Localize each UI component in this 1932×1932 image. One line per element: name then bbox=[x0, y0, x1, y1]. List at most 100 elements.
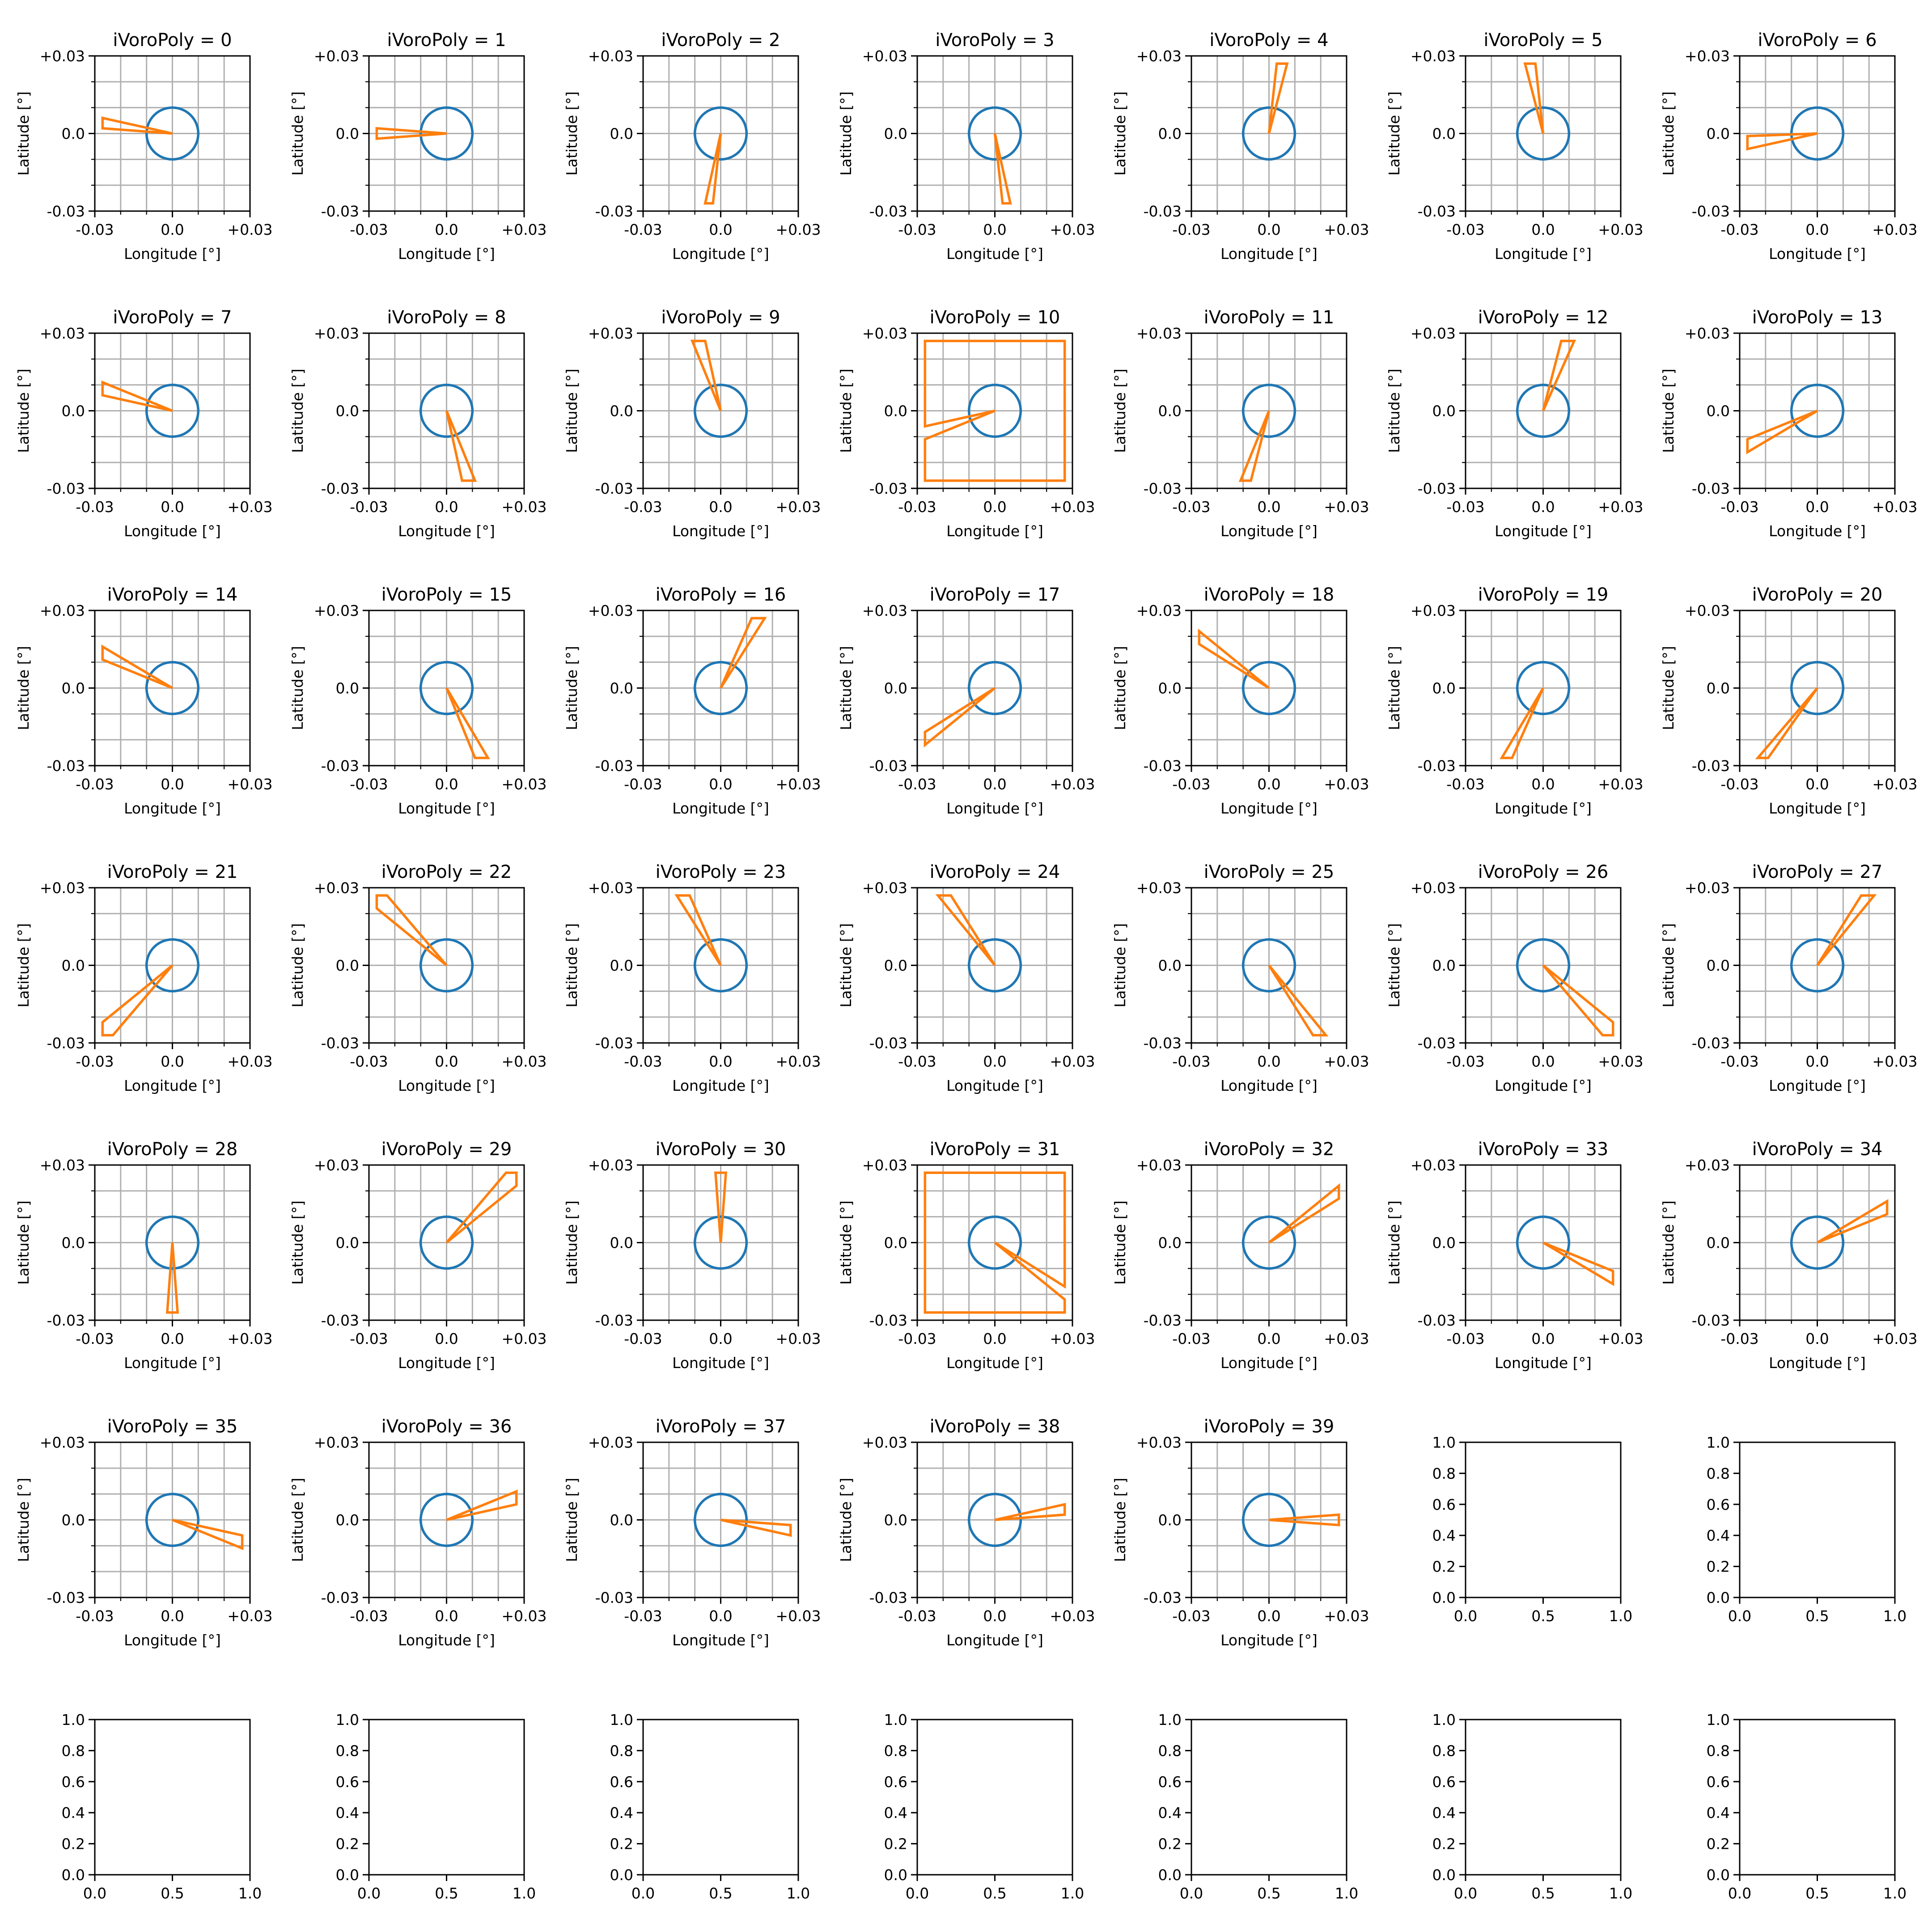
x-tick-label: 0.0 bbox=[161, 221, 184, 238]
y-axis-label: Latitude [°] bbox=[563, 91, 580, 176]
y-axis-label: Latitude [°] bbox=[1385, 923, 1403, 1008]
x-tick-label: 0.0 bbox=[1728, 1607, 1751, 1625]
x-tick-label: -0.03 bbox=[898, 775, 936, 793]
panel-25: -0.03 0.0 +0.03 -0.03 0.0 +0.03 iVoroPoly = 25… bbox=[1111, 862, 1369, 1094]
x-tick-label: 0.0 bbox=[631, 1885, 655, 1902]
circle-marker bbox=[1241, 1215, 1296, 1270]
y-tick-label: 0.4 bbox=[336, 1804, 359, 1822]
voronoi-polygon bbox=[446, 1489, 518, 1521]
y-tick-label: +0.03 bbox=[40, 602, 85, 619]
y-tick-label: 1.0 bbox=[1158, 1711, 1182, 1729]
x-axis-label: Longitude [°] bbox=[946, 800, 1043, 817]
y-tick-label: 0.0 bbox=[610, 680, 633, 697]
x-tick-label: +0.03 bbox=[227, 221, 272, 238]
x-tick-label: +0.03 bbox=[227, 1607, 272, 1625]
panel-8: -0.03 0.0 +0.03 -0.03 0.0 +0.03 iVoroPoly = 8 L… bbox=[289, 307, 547, 540]
y-tick-label: -0.03 bbox=[869, 1312, 907, 1329]
panel-18: -0.03 0.0 +0.03 -0.03 0.0 +0.03 iVoroPoly = 18… bbox=[1111, 585, 1369, 817]
panel-2: -0.03 0.0 +0.03 -0.03 0.0 +0.03 iVoroPoly = 2 L… bbox=[563, 30, 821, 263]
y-axis-label: Latitude [°] bbox=[563, 369, 580, 453]
panel-7: -0.03 0.0 +0.03 -0.03 0.0 +0.03 iVoroPoly = 7 L… bbox=[15, 307, 273, 540]
y-tick-label: +0.03 bbox=[1685, 602, 1730, 619]
y-tick-label: 0.8 bbox=[884, 1742, 907, 1759]
y-tick-label: 1.0 bbox=[884, 1711, 907, 1729]
panel-title: iVoroPoly = 36 bbox=[381, 1416, 512, 1437]
y-tick-label: 0.0 bbox=[62, 957, 85, 974]
y-axis-label: Latitude [°] bbox=[1111, 1478, 1129, 1562]
x-axis-label: Longitude [°] bbox=[946, 1631, 1043, 1649]
y-axis-label: Latitude [°] bbox=[1111, 91, 1129, 176]
y-tick-label: +0.03 bbox=[1411, 1157, 1456, 1174]
y-tick-label: 0.0 bbox=[1432, 1234, 1456, 1252]
panel-title: iVoroPoly = 29 bbox=[381, 1139, 512, 1160]
x-tick-label: -0.03 bbox=[1172, 1607, 1210, 1625]
panel-24: -0.03 0.0 +0.03 -0.03 0.0 +0.03 iVoroPoly = 24… bbox=[837, 862, 1095, 1094]
x-tick-label: 1.0 bbox=[1061, 1885, 1084, 1902]
circle-marker bbox=[145, 1492, 200, 1547]
panel-title: iVoroPoly = 10 bbox=[930, 307, 1060, 328]
axes-frame bbox=[1465, 1441, 1622, 1598]
panel-title: iVoroPoly = 14 bbox=[107, 585, 238, 605]
x-tick-label: 0.0 bbox=[983, 221, 1006, 238]
y-tick-label: +0.03 bbox=[1136, 1434, 1182, 1451]
x-tick-label: -0.03 bbox=[624, 775, 662, 793]
x-axis-label: Longitude [°] bbox=[398, 245, 495, 263]
voronoi-polygon bbox=[719, 617, 767, 689]
axes-frame bbox=[1739, 1719, 1896, 1876]
y-tick-label: 1.0 bbox=[1432, 1434, 1456, 1451]
x-tick-label: -0.03 bbox=[1172, 775, 1210, 793]
y-tick-label: 0.6 bbox=[1432, 1773, 1456, 1791]
y-tick-label: -0.03 bbox=[869, 203, 907, 220]
x-tick-label: +0.03 bbox=[1598, 1330, 1643, 1347]
y-tick-label: 0.0 bbox=[884, 1866, 907, 1884]
x-tick-label: 0.0 bbox=[161, 1607, 184, 1625]
x-tick-label: +0.03 bbox=[775, 1330, 821, 1347]
circle-marker bbox=[145, 1215, 200, 1270]
y-tick-label: +0.03 bbox=[588, 325, 633, 342]
x-tick-label: 0.0 bbox=[1531, 1330, 1555, 1347]
y-axis-label: Latitude [°] bbox=[1111, 369, 1129, 453]
panel-title: iVoroPoly = 8 bbox=[387, 307, 506, 328]
x-tick-label: +0.03 bbox=[775, 498, 821, 516]
x-tick-label: 0.0 bbox=[161, 1053, 184, 1070]
x-axis-label: Longitude [°] bbox=[1495, 522, 1592, 540]
y-tick-label: +0.03 bbox=[1136, 1157, 1182, 1174]
y-tick-label: +0.03 bbox=[1685, 879, 1730, 897]
x-tick-label: +0.03 bbox=[1872, 1330, 1917, 1347]
y-tick-label: 1.0 bbox=[1707, 1711, 1730, 1729]
circle-marker bbox=[693, 106, 748, 161]
x-tick-label: -0.03 bbox=[624, 498, 662, 516]
x-axis-label: Longitude [°] bbox=[946, 1354, 1043, 1372]
x-tick-label: +0.03 bbox=[1050, 221, 1095, 238]
panel-19: -0.03 0.0 +0.03 -0.03 0.0 +0.03 iVoroPoly = 19… bbox=[1385, 585, 1644, 817]
panel-17: -0.03 0.0 +0.03 -0.03 0.0 +0.03 iVoroPoly = 17… bbox=[837, 585, 1095, 817]
empty-axes-4: 0.0 0.5 1.0 0.0 0.2 0.4 0.6 0.8 1.0 bbox=[610, 1711, 810, 1902]
panel-28: -0.03 0.0 +0.03 -0.03 0.0 +0.03 iVoroPoly = 28… bbox=[15, 1139, 273, 1372]
y-axis-label: Latitude [°] bbox=[15, 369, 32, 453]
y-axis-label: Latitude [°] bbox=[1111, 646, 1129, 730]
x-tick-label: 0.0 bbox=[709, 221, 732, 238]
panel-36: -0.03 0.0 +0.03 -0.03 0.0 +0.03 iVoroPoly = 36… bbox=[289, 1416, 547, 1649]
y-tick-label: -0.03 bbox=[595, 1312, 633, 1329]
panel-10: -0.03 0.0 +0.03 -0.03 0.0 +0.03 iVoroPoly = 10… bbox=[837, 307, 1095, 540]
y-tick-label: 0.0 bbox=[1432, 125, 1456, 143]
x-tick-label: 0.0 bbox=[1805, 498, 1829, 516]
x-tick-label: 0.0 bbox=[1257, 1330, 1280, 1347]
y-tick-label: 0.2 bbox=[62, 1835, 85, 1853]
panel-title: iVoroPoly = 18 bbox=[1204, 585, 1335, 605]
voronoi-polygon bbox=[101, 964, 174, 1037]
y-tick-label: -0.03 bbox=[47, 1312, 85, 1329]
y-axis-label: Latitude [°] bbox=[563, 1478, 580, 1562]
circle-marker bbox=[967, 661, 1022, 716]
y-tick-label: -0.03 bbox=[1418, 757, 1456, 775]
circle-marker bbox=[1516, 1215, 1571, 1270]
empty-axes-7: 0.0 0.5 1.0 0.0 0.2 0.4 0.6 0.8 1.0 bbox=[1432, 1711, 1633, 1902]
x-tick-label: +0.03 bbox=[775, 221, 821, 238]
y-tick-label: 0.0 bbox=[884, 402, 907, 420]
circle-marker bbox=[1516, 383, 1571, 438]
circle-marker bbox=[145, 106, 200, 161]
y-tick-label: 0.0 bbox=[1432, 402, 1456, 420]
x-tick-label: 0.0 bbox=[83, 1885, 106, 1902]
y-tick-label: 1.0 bbox=[62, 1711, 85, 1729]
